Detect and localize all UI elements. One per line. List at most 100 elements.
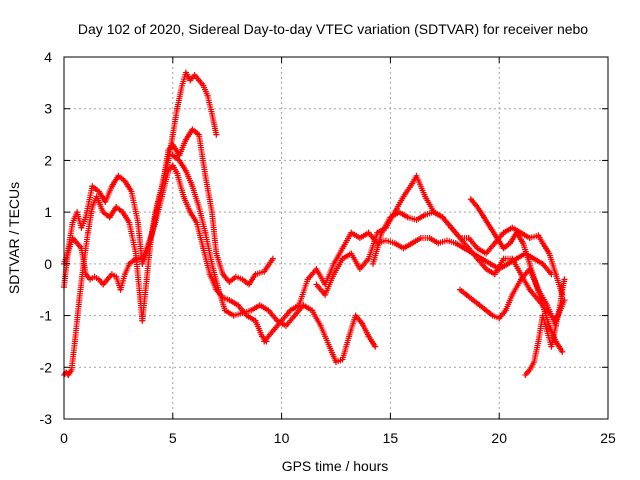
data-point-track-1-25 [182, 69, 189, 76]
data-point-track-7-6 [422, 211, 429, 218]
data-point-track-4-22 [339, 356, 346, 363]
data-point-track-10-5 [544, 328, 551, 335]
data-point-track-2-23 [182, 136, 189, 143]
data-point-track-7-1 [378, 229, 385, 236]
data-point-track-10-6 [548, 343, 555, 350]
data-point-track-4-1 [176, 157, 183, 164]
data-point-track-4-21 [333, 359, 339, 366]
data-point-track-4-18 [309, 307, 316, 314]
data-layer [61, 69, 568, 378]
data-point-track-2-10 [115, 172, 122, 179]
data-point-track-3-31 [226, 297, 233, 304]
data-point-track-3-4 [78, 245, 85, 252]
data-point-track-4-19 [317, 322, 324, 329]
series-track-7 [370, 209, 566, 298]
data-point-track-5-12 [365, 229, 372, 236]
data-point-track-2-8 [102, 198, 109, 205]
series-track-10 [522, 276, 568, 378]
data-point-track-3-13 [117, 286, 124, 293]
data-point-track-1-16 [139, 317, 146, 324]
data-point-track-9-1 [474, 204, 481, 210]
data-point-track-1-14 [126, 219, 133, 226]
data-point-track-9-11 [539, 302, 546, 309]
chart-title: Day 102 of 2020, Sidereal Day-to-day VTE… [78, 21, 588, 37]
data-point-track-5-9 [339, 245, 346, 252]
data-point-track-5-31 [531, 255, 537, 262]
data-point-track-4-8 [222, 307, 228, 314]
data-point-track-6-29 [561, 297, 568, 304]
data-point-track-8-0 [457, 286, 463, 293]
data-point-track-2-27 [209, 209, 215, 216]
data-point-track-2-7 [95, 188, 102, 195]
data-point-track-7-8 [439, 214, 446, 221]
data-point-track-4-10 [239, 310, 246, 316]
data-point-track-5-3 [287, 307, 294, 314]
data-point-track-3-1 [65, 247, 72, 254]
data-point-track-1-8 [89, 204, 96, 210]
data-point-track-4-13 [265, 307, 272, 314]
data-point-track-9-10 [533, 281, 540, 288]
data-point-track-7-19 [535, 232, 542, 239]
data-point-track-9-2 [481, 214, 487, 221]
data-point-track-3-5 [82, 271, 89, 278]
data-point-track-6-1 [322, 291, 329, 298]
data-point-track-4-25 [359, 320, 366, 327]
data-point-track-7-15 [500, 229, 507, 236]
data-point-track-7-7 [430, 209, 437, 216]
data-point-track-10-9 [559, 286, 566, 293]
x-tick-label-1: 5 [169, 430, 177, 446]
y-tick-label-0: -3 [40, 411, 53, 427]
data-point-track-2-12 [128, 188, 135, 195]
y-tick-label-5: 2 [44, 152, 52, 168]
data-point-track-5-28 [504, 260, 511, 267]
data-point-track-8-4 [483, 307, 490, 314]
data-point-track-7-5 [413, 216, 420, 223]
data-point-track-3-19 [152, 219, 159, 226]
data-point-track-1-10 [100, 209, 107, 216]
data-point-track-9-7 [513, 229, 520, 236]
data-point-track-2-26 [202, 172, 209, 179]
data-point-track-3-22 [169, 162, 176, 169]
data-point-track-3-25 [187, 209, 194, 216]
data-point-track-8-3 [476, 302, 483, 309]
data-point-track-8-1 [463, 291, 470, 298]
data-point-track-10-10 [561, 276, 568, 283]
x-axis-label: GPS time / hours [282, 458, 389, 474]
data-point-track-6-20 [483, 266, 490, 272]
data-point-track-9-5 [500, 245, 507, 252]
x-tick-label-4: 20 [491, 430, 507, 446]
data-point-track-4-26 [365, 333, 372, 340]
data-point-track-3-21 [165, 167, 172, 174]
data-point-track-1-9 [93, 193, 100, 200]
data-point-track-6-0 [313, 281, 320, 288]
data-point-track-1-26 [187, 77, 194, 84]
data-point-track-6-6 [365, 255, 372, 262]
data-point-track-5-26 [487, 260, 494, 267]
data-point-track-4-20 [326, 343, 333, 350]
data-point-track-9-0 [467, 196, 474, 203]
data-point-track-2-21 [169, 141, 176, 148]
data-point-track-7-3 [396, 209, 403, 216]
data-point-track-4-23 [346, 333, 353, 340]
data-point-track-3-15 [126, 260, 133, 267]
data-point-track-3-26 [193, 219, 200, 226]
data-point-track-5-32 [539, 260, 546, 267]
data-point-track-3-6 [87, 276, 94, 283]
data-point-track-4-5 [202, 229, 209, 236]
data-point-track-9-4 [494, 235, 500, 241]
data-point-track-2-25 [195, 131, 202, 138]
data-point-track-6-13 [422, 193, 429, 200]
data-point-track-4-9 [230, 312, 237, 319]
data-point-track-7-2 [387, 214, 394, 221]
y-tick-label-1: -2 [40, 359, 53, 375]
data-point-track-5-21 [444, 237, 450, 244]
data-point-track-3-18 [145, 240, 152, 247]
data-point-track-6-22 [500, 255, 507, 262]
data-point-track-7-11 [465, 235, 472, 241]
data-point-track-3-9 [100, 281, 107, 288]
data-point-track-3-17 [139, 255, 146, 262]
data-point-track-2-3 [74, 209, 81, 216]
data-point-track-5-17 [409, 240, 416, 247]
